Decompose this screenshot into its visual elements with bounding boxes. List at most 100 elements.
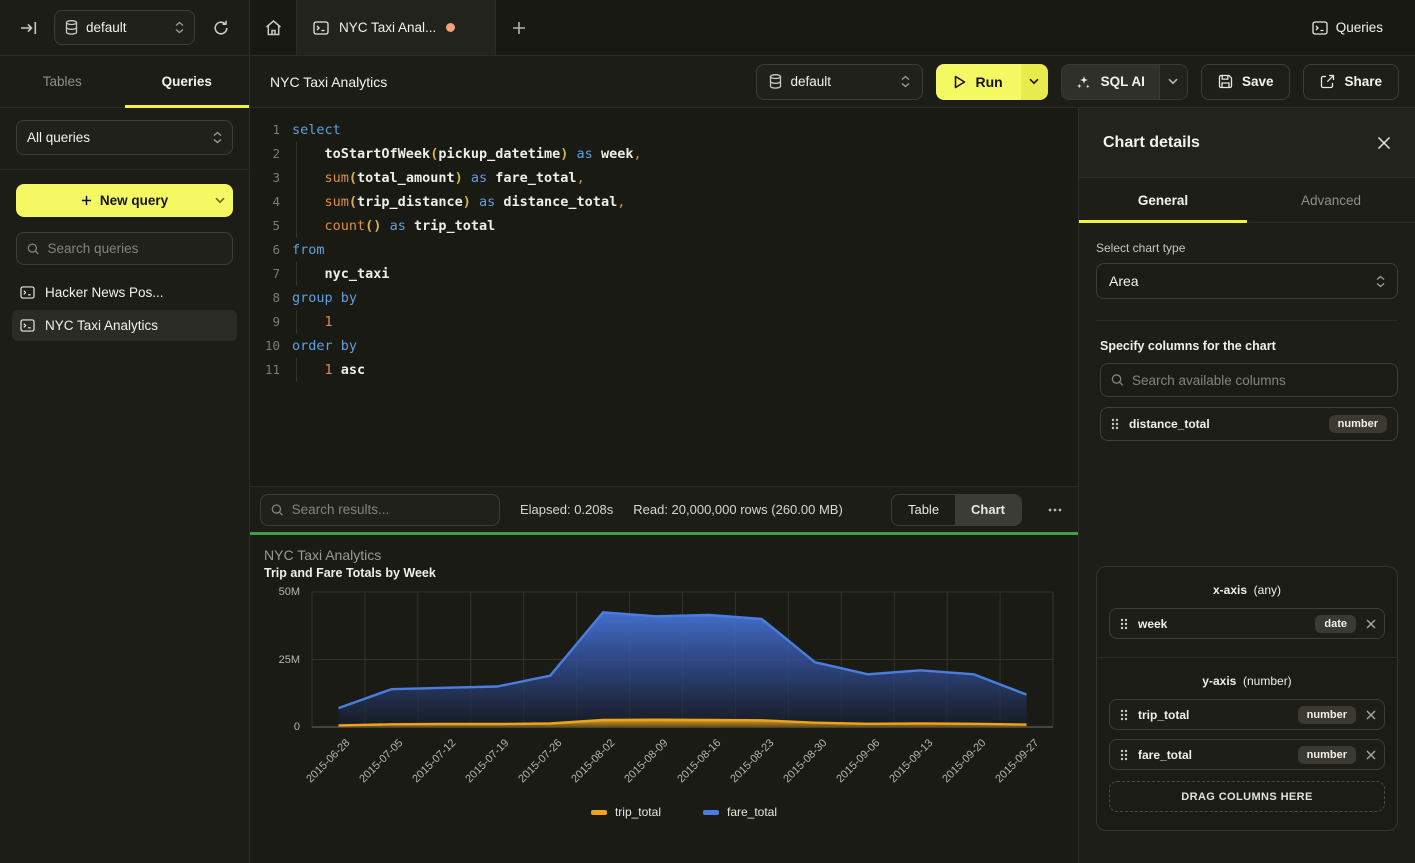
legend-item-trip_total[interactable]: trip_total — [590, 805, 661, 819]
chart-type-select[interactable]: Area — [1096, 263, 1398, 299]
axis-config: x-axis (any) week date y-axis (number) tr… — [1096, 566, 1398, 831]
more-options-button[interactable] — [1042, 508, 1068, 512]
run-options-button[interactable] — [1020, 63, 1048, 100]
x-axis-tick: 2015-08-09 — [622, 737, 671, 786]
close-panel-button[interactable] — [1377, 136, 1391, 150]
code-line[interactable]: 8 group by — [250, 286, 1078, 310]
home-button[interactable] — [250, 0, 296, 55]
tab-nyc-taxi-analytics[interactable]: NYC Taxi Anal... — [296, 0, 496, 55]
query-filter-select[interactable]: All queries — [16, 120, 233, 155]
share-button[interactable]: Share — [1303, 63, 1399, 100]
columns-label: Specify columns for the chart — [1100, 339, 1276, 353]
main-area: 1 select 2 toStartOfWeek(pickup_datetime) … — [250, 108, 1078, 863]
share-button-label: Share — [1344, 74, 1382, 89]
sidebar-tab-queries[interactable]: Queries — [124, 56, 250, 108]
line-number: 9 — [272, 314, 280, 329]
drop-zone[interactable]: DRAG COLUMNS HERE — [1109, 781, 1385, 812]
legend-swatch — [702, 809, 719, 815]
code-line[interactable]: 7 nyc_taxi — [250, 262, 1078, 286]
elapsed-stat: Elapsed: 0.208s — [520, 502, 614, 517]
area-chart[interactable] — [306, 587, 1062, 739]
x-axis-tick: 2015-09-06 — [833, 737, 883, 786]
panel-header: Chart details — [1079, 108, 1415, 178]
search-queries-input[interactable] — [47, 241, 222, 256]
axis-column-week[interactable]: week date — [1109, 608, 1385, 639]
database-selector[interactable]: default — [54, 10, 195, 45]
code-line[interactable]: 3 sum(total_amount) as fare_total, — [250, 166, 1078, 190]
available-columns: distance_total number — [1096, 397, 1398, 441]
legend-label: fare_total — [726, 805, 778, 819]
toolbar-database-selector[interactable]: default — [756, 63, 924, 100]
code-line[interactable]: 4 sum(trip_distance) as distance_total, — [250, 190, 1078, 214]
available-column-distance_total[interactable]: distance_total number — [1100, 407, 1398, 441]
axis-column-trip_total[interactable]: trip_total number — [1109, 699, 1385, 730]
close-icon — [1366, 710, 1376, 719]
line-number: 2 — [272, 146, 280, 161]
sql-ai-label: SQL AI — [1100, 74, 1145, 89]
sql-ai-button[interactable]: SQL AI — [1061, 64, 1159, 99]
updown-chevron-icon — [175, 21, 184, 34]
search-results-input[interactable] — [291, 502, 489, 517]
tab-strip: NYC Taxi Anal... Queries — [250, 0, 1415, 55]
new-query-options-button[interactable] — [215, 197, 225, 204]
code-text: 1 asc — [280, 358, 365, 382]
refresh-button[interactable] — [207, 14, 235, 42]
new-query-button[interactable]: New query — [16, 184, 233, 217]
chart-details-panel: Chart details General Advanced Select ch… — [1078, 108, 1415, 863]
sql-ai-button-group: SQL AI — [1060, 63, 1188, 100]
terminal-icon — [313, 20, 329, 35]
remove-column-button[interactable] — [1366, 750, 1376, 760]
code-line[interactable]: 2 toStartOfWeek(pickup_datetime) as week… — [250, 142, 1078, 166]
x-axis-tick: 2015-08-30 — [781, 737, 830, 786]
code-text: nyc_taxi — [280, 262, 390, 286]
column-type-badge: date — [1315, 614, 1356, 633]
x-axis-tick: 2015-08-23 — [728, 737, 777, 786]
sql-editor[interactable]: 1 select 2 toStartOfWeek(pickup_datetime) … — [250, 108, 1078, 486]
query-list-item[interactable]: NYC Taxi Analytics — [12, 310, 237, 341]
search-icon — [271, 503, 283, 516]
tab-advanced[interactable]: Advanced — [1300, 192, 1362, 208]
code-line[interactable]: 9 1 — [250, 310, 1078, 334]
query-list-item[interactable]: Hacker News Pos... — [12, 277, 237, 308]
search-columns-input[interactable] — [1131, 372, 1387, 388]
topbar-left: default — [0, 0, 250, 55]
save-button[interactable]: Save — [1200, 63, 1291, 100]
collapse-sidebar-button[interactable] — [14, 14, 42, 42]
sql-ai-options-button[interactable] — [1158, 64, 1187, 99]
code-line[interactable]: 6 from — [250, 238, 1078, 262]
code-line[interactable]: 1 select — [250, 118, 1078, 142]
toggle-chart[interactable]: Chart — [955, 494, 1021, 525]
query-item-label: NYC Taxi Analytics — [45, 318, 159, 333]
queries-menu-button[interactable]: Queries — [1311, 0, 1415, 55]
code-line[interactable]: 10 order by — [250, 334, 1078, 358]
save-button-label: Save — [1241, 74, 1274, 89]
code-line[interactable]: 11 1 asc — [250, 358, 1078, 382]
axis-column-fare_total[interactable]: fare_total number — [1109, 739, 1385, 770]
panel-tabs: General Advanced — [1079, 178, 1415, 223]
drag-handle-icon — [1120, 749, 1128, 760]
x-axis-section: x-axis (any) week date — [1097, 567, 1397, 657]
tab-general[interactable]: General — [1079, 178, 1247, 223]
line-number: 8 — [272, 290, 280, 305]
sidebar-divider — [0, 169, 249, 170]
y-axis-tick: 25M — [278, 653, 300, 666]
code-text: sum(total_amount) as fare_total, — [280, 166, 585, 190]
remove-column-button[interactable] — [1366, 619, 1376, 629]
legend-item-fare_total[interactable]: fare_total — [702, 805, 778, 819]
x-axis-tick: 2015-07-19 — [463, 737, 512, 786]
chart-legend: trip_total fare_total — [306, 805, 1062, 819]
remove-column-button[interactable] — [1366, 710, 1376, 720]
code-line[interactable]: 5 count() as trip_total — [250, 214, 1078, 238]
search-results-box — [260, 493, 500, 526]
toggle-table[interactable]: Table — [907, 502, 940, 517]
results-bar: Elapsed: 0.208s Read: 20,000,000 rows (2… — [250, 486, 1078, 532]
line-number: 1 — [272, 122, 280, 137]
chart-subtitle: Trip and Fare Totals by Week — [264, 566, 436, 580]
new-tab-button[interactable] — [496, 0, 542, 55]
run-button[interactable]: Run — [936, 63, 1021, 100]
terminal-icon — [20, 319, 35, 332]
sidebar-tab-tables[interactable]: Tables — [42, 74, 82, 89]
line-number: 11 — [264, 362, 280, 377]
panel-title: Chart details — [1103, 133, 1200, 151]
